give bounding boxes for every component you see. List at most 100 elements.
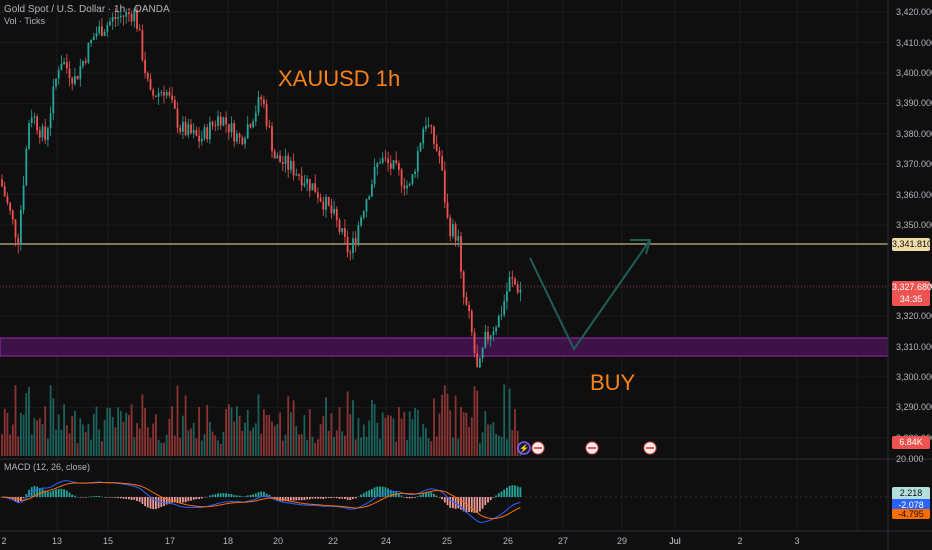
candle xyxy=(28,123,30,149)
macd-histogram-bar xyxy=(487,497,489,503)
candle xyxy=(430,125,433,127)
volume-bar xyxy=(465,412,468,456)
lightning-icon[interactable] xyxy=(517,441,531,455)
candle xyxy=(152,89,155,96)
candle xyxy=(484,331,487,348)
candle xyxy=(238,133,241,138)
macd-histogram-bar xyxy=(98,495,101,497)
macd-histogram-bar xyxy=(500,491,503,497)
volume-bar xyxy=(190,428,192,456)
macd-histogram-bar xyxy=(292,497,295,501)
price-tick-label: 3,420.000 xyxy=(896,7,932,18)
volume-bar xyxy=(470,417,473,456)
price-tick-label: 3,300.000 xyxy=(896,371,932,382)
candle xyxy=(419,143,422,152)
macd-histogram-bar xyxy=(387,488,389,497)
volume-bar xyxy=(381,412,384,456)
macd-legend[interactable]: MACD (12, 26, close) xyxy=(4,462,91,472)
macd-histogram-bar xyxy=(203,497,206,498)
macd-histogram-bar xyxy=(514,485,516,497)
volume-bar xyxy=(425,427,427,456)
volume-bar xyxy=(109,408,111,456)
projection-path xyxy=(529,239,651,351)
candle xyxy=(106,25,109,32)
candle xyxy=(330,205,333,214)
time-tick-label: 24 xyxy=(380,536,392,546)
buy-annotation: BUY xyxy=(590,370,636,395)
macd-histogram-bar xyxy=(33,485,36,497)
macd-histogram-bar xyxy=(92,496,95,497)
volume-bar xyxy=(176,385,179,456)
volume-bar xyxy=(392,418,395,456)
macd-histogram-bar xyxy=(184,497,187,503)
macd-histogram-bar xyxy=(263,491,265,497)
macd-histogram-bar xyxy=(206,496,209,498)
candle xyxy=(427,125,430,127)
candle xyxy=(487,331,489,340)
candle xyxy=(63,62,65,64)
candle xyxy=(95,33,98,37)
macd-histogram-bar xyxy=(411,497,414,499)
candle xyxy=(260,96,263,100)
macd-histogram-bar xyxy=(71,494,74,497)
volume-bar xyxy=(314,443,317,456)
macd-histogram-bar xyxy=(25,493,28,497)
macd-histogram-bar xyxy=(144,497,146,507)
macd-histogram-bar xyxy=(425,492,427,497)
candle xyxy=(308,178,311,191)
volume-bar xyxy=(411,419,414,456)
volume-legend[interactable]: Vol · Ticks xyxy=(4,16,46,26)
volume-bar xyxy=(149,437,152,456)
macd-histogram-bar xyxy=(265,493,268,497)
candle xyxy=(187,124,190,136)
candle xyxy=(76,75,79,80)
volume-bar xyxy=(279,412,281,456)
volume-bar xyxy=(457,438,460,456)
candle xyxy=(173,99,176,109)
candle xyxy=(182,121,184,132)
symbol-legend[interactable]: Gold Spot / U.S. Dollar · 1h · OANDA xyxy=(4,4,170,15)
macd-histogram-bar xyxy=(281,497,284,502)
volume-bar xyxy=(71,416,74,456)
support-zone xyxy=(0,337,889,357)
macd-histogram-bar xyxy=(516,486,519,497)
volume-bar xyxy=(103,419,106,456)
time-tick-label: 22 xyxy=(327,536,339,546)
macd-histogram-bar xyxy=(225,493,227,497)
volume-bar xyxy=(276,424,279,456)
volume-bar xyxy=(468,427,470,456)
time-tick-label: 29 xyxy=(616,536,628,546)
macd-histogram-bar xyxy=(222,493,225,497)
volume-bar xyxy=(74,410,76,456)
macd-histogram-bar xyxy=(427,492,430,497)
macd-histogram-bar xyxy=(492,497,495,498)
macd-histogram-bar xyxy=(268,494,271,497)
time-tick-label: 2 xyxy=(737,536,743,546)
macd-histogram-bar xyxy=(481,497,484,509)
macd-histogram-bar xyxy=(443,497,446,503)
volume-bar xyxy=(79,418,82,456)
volume-bar xyxy=(308,409,311,456)
volume-bar xyxy=(460,407,462,456)
candle xyxy=(149,78,152,90)
volume-bar xyxy=(146,427,149,456)
candle xyxy=(346,236,349,253)
volume-bar xyxy=(6,412,9,456)
macd-histogram-bar xyxy=(398,493,400,497)
candle xyxy=(503,301,506,315)
volume-bar xyxy=(376,422,379,456)
volume-bar xyxy=(487,424,489,456)
candle xyxy=(244,138,246,145)
volume-bar xyxy=(87,423,90,456)
candle xyxy=(446,202,449,218)
price-tick-label: 3,390.000 xyxy=(896,98,932,109)
volume-bar xyxy=(387,415,389,456)
candle xyxy=(36,116,38,131)
macd-histogram-bar xyxy=(87,496,90,498)
volume-bar xyxy=(217,440,219,456)
candle xyxy=(60,63,63,71)
volume-bar xyxy=(403,411,406,456)
candle xyxy=(327,196,330,206)
macd-histogram-bar xyxy=(227,493,230,497)
